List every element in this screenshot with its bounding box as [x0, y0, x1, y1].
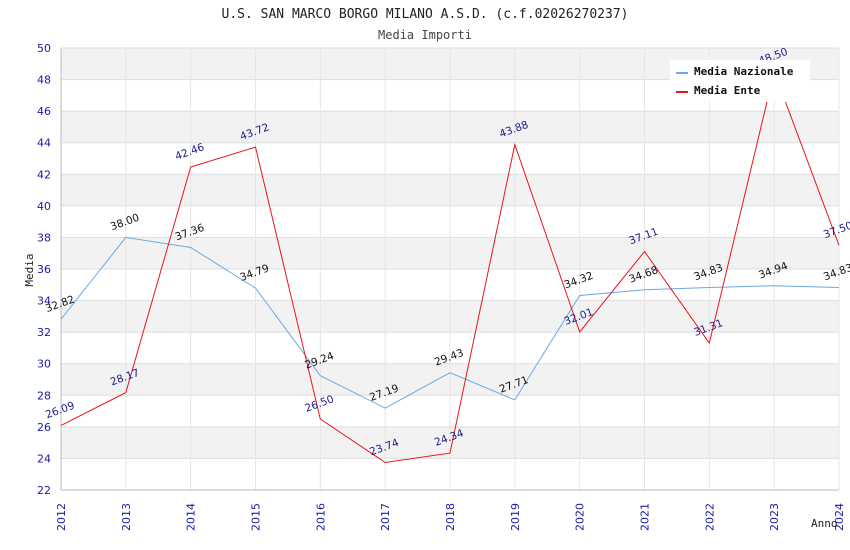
x-tick-label: 2014: [185, 503, 198, 531]
series-line-media-nazionale: [60, 236, 840, 409]
chart-title: U.S. SAN MARCO BORGO MILANO A.S.D. (c.f.…: [222, 7, 629, 22]
y-tick-label: 42: [37, 168, 51, 181]
x-tick-label: 2019: [509, 503, 522, 531]
y-tick-label: 50: [37, 42, 51, 55]
y-tick-label: 22: [37, 484, 51, 497]
x-tick-label: 2012: [55, 503, 68, 531]
y-tick-label: 30: [37, 358, 51, 371]
y-tick-label: 44: [37, 137, 51, 150]
y-tick-label: 38: [37, 231, 51, 244]
y-axis-title: Media: [23, 253, 36, 286]
x-tick-label: 2013: [120, 503, 133, 531]
series-line-media-ente: [60, 69, 840, 464]
x-tick-label: 2017: [379, 503, 392, 531]
y-tick-label: 26: [37, 421, 51, 434]
x-tick-label: 2020: [574, 503, 587, 531]
x-tick-label: 2022: [703, 503, 716, 531]
y-tick-labels: 22 24 26 28 30 32 34 36 38 40 42 44 46 48 50: [37, 42, 51, 497]
legend-label-ente: Media Ente: [694, 84, 761, 97]
series-lines: [60, 69, 840, 464]
y-tick-label: 24: [37, 452, 51, 465]
y-tick-label: 28: [37, 389, 51, 402]
y-tick-label: 36: [37, 263, 51, 276]
y-tick-label: 48: [37, 74, 51, 87]
x-axis-title: Anno: [811, 517, 838, 530]
x-tick-label: 2023: [768, 503, 781, 531]
x-tick-label: 2018: [444, 503, 457, 531]
x-tick-label: 2015: [250, 503, 263, 531]
x-tick-label: 2024: [833, 503, 846, 531]
x-tick-label: 2021: [639, 503, 652, 531]
y-tick-label: 34: [37, 295, 51, 308]
x-tick-labels: 2012 2013 2014 2015 2016 2017 2018 2019 2020 2021…: [55, 503, 846, 531]
legend: Media Nazionale Media Ente: [670, 60, 810, 102]
chart-subtitle: Media Importi: [378, 28, 472, 42]
legend-label-nazionale: Media Nazionale: [694, 65, 794, 78]
y-tick-label: 40: [37, 200, 51, 213]
y-tick-label: 46: [37, 105, 51, 118]
legend-box: [670, 60, 810, 102]
y-tick-label: 32: [37, 326, 51, 339]
x-tick-label: 2016: [314, 503, 327, 531]
